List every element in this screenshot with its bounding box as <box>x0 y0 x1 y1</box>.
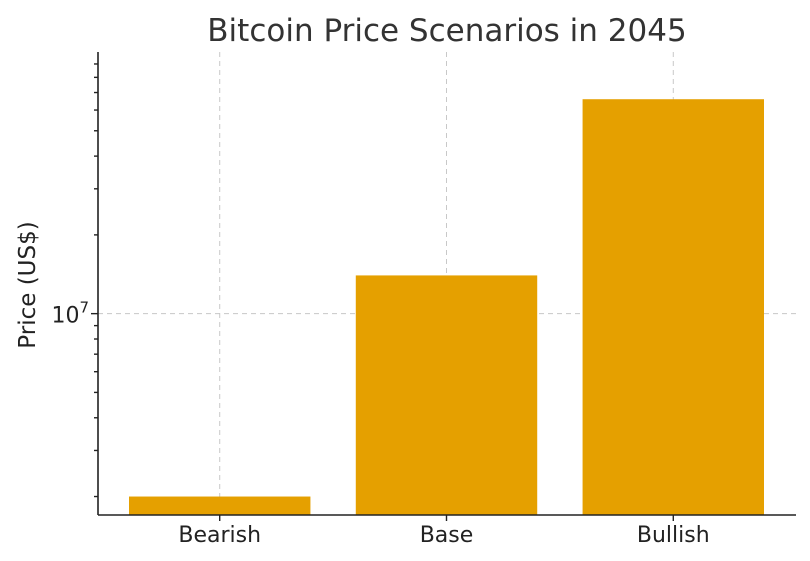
y-tick-label: 107 <box>51 299 89 329</box>
y-axis-ticks: 107 <box>51 63 98 498</box>
x-tick-label-bullish: Bullish <box>637 523 710 548</box>
chart-title: Bitcoin Price Scenarios in 2045 <box>207 13 686 49</box>
bar-base <box>355 275 538 515</box>
bars <box>129 99 764 516</box>
x-tick-label-base: Base <box>420 523 474 548</box>
x-axis-ticks: Bearish Base Bullish <box>178 515 710 548</box>
x-tick-label-bearish: Bearish <box>178 523 261 548</box>
bar-bullish <box>582 99 764 516</box>
y-axis-label: Price (US$) <box>15 221 41 348</box>
bar-bearish <box>129 496 311 515</box>
